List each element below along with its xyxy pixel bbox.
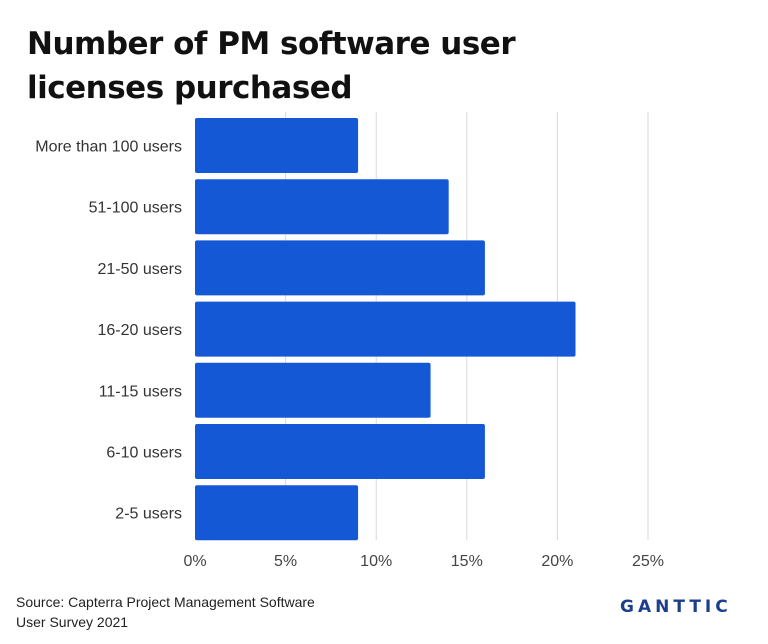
x-tick-label: 0% xyxy=(183,553,206,570)
category-label: 16-20 users xyxy=(98,322,183,339)
bar xyxy=(195,179,449,235)
bar xyxy=(195,485,359,541)
source-note: Source: Capterra Project Management Soft… xyxy=(16,592,346,632)
bar xyxy=(195,424,485,479)
source-line-2: User Survey 2021 xyxy=(16,614,129,630)
category-label: 21-50 users xyxy=(98,261,183,278)
bar xyxy=(195,240,485,296)
x-tick-labels: 0% 5% 10% 15% 20% 25% xyxy=(183,553,664,570)
category-label: 2-5 users xyxy=(115,506,182,523)
x-tick-label: 5% xyxy=(274,553,297,570)
category-label: More than 100 users xyxy=(35,139,182,156)
bar xyxy=(195,301,576,357)
bar-chart: More than 100 users 51-100 users 21-50 use… xyxy=(35,112,664,570)
category-label: 6-10 users xyxy=(106,445,182,462)
chart-title: Number of PM software user licenses purc… xyxy=(27,26,516,106)
category-label: 51-100 users xyxy=(89,200,182,217)
x-tick-label: 10% xyxy=(360,553,392,570)
ganttic-logo: GANTTIC xyxy=(620,597,732,617)
category-labels: More than 100 users 51-100 users 21-50 use… xyxy=(35,139,182,523)
x-tick-label: 20% xyxy=(541,553,573,570)
bar xyxy=(195,118,359,173)
bar xyxy=(195,362,431,418)
source-line-1: Source: Capterra Project Management Soft… xyxy=(16,594,315,610)
bars xyxy=(195,118,576,541)
x-tick-label: 25% xyxy=(632,553,664,570)
category-label: 11-15 users xyxy=(99,383,182,400)
x-tick-label: 15% xyxy=(451,553,483,570)
